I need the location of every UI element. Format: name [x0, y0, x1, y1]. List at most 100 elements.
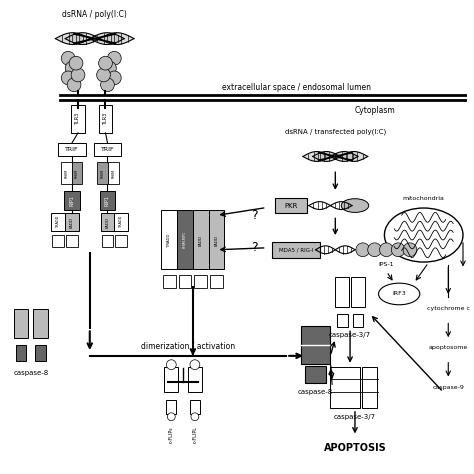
Circle shape	[403, 243, 417, 256]
Bar	[209, 210, 224, 269]
Bar	[351, 277, 365, 307]
Bar	[16, 345, 27, 361]
Bar	[362, 367, 377, 408]
Text: RHIM-RIP1: RHIM-RIP1	[183, 231, 187, 248]
Bar	[14, 309, 28, 338]
Bar	[100, 213, 114, 231]
Circle shape	[108, 51, 121, 65]
Bar	[177, 210, 193, 269]
Text: Cytoplasm: Cytoplasm	[354, 106, 395, 115]
Bar	[164, 367, 178, 392]
Bar	[65, 213, 79, 231]
Bar	[97, 163, 108, 184]
Text: TLR3: TLR3	[103, 113, 108, 125]
Bar	[58, 143, 86, 156]
Text: RHIM: RHIM	[64, 169, 68, 178]
Text: caspase-9: caspase-9	[432, 385, 464, 390]
Text: IPS-1: IPS-1	[379, 262, 394, 267]
Circle shape	[69, 56, 83, 70]
Text: RHIM: RHIM	[111, 169, 115, 178]
Bar	[305, 365, 327, 383]
Text: RHIM: RHIM	[75, 169, 79, 178]
Bar	[53, 235, 64, 247]
Bar	[194, 275, 207, 288]
Text: ?: ?	[252, 241, 258, 255]
Bar	[35, 345, 46, 361]
Text: cytochrome c: cytochrome c	[427, 306, 470, 311]
Text: TRIF: TRIF	[100, 147, 114, 152]
Text: dimerization / activation: dimerization / activation	[141, 342, 235, 350]
Text: extracellular space / endosomal lumen: extracellular space / endosomal lumen	[221, 83, 371, 92]
Text: caspase-3/7: caspase-3/7	[334, 414, 376, 420]
Text: dsRNA / poly(I:C): dsRNA / poly(I:C)	[62, 9, 127, 18]
Circle shape	[191, 413, 199, 420]
Text: caspase-8: caspase-8	[13, 370, 48, 375]
Text: RIP1: RIP1	[105, 195, 110, 206]
Circle shape	[380, 243, 393, 256]
Circle shape	[167, 413, 175, 420]
Bar	[163, 275, 176, 288]
Text: TRIF: TRIF	[65, 147, 79, 152]
Text: TRADD: TRADD	[56, 216, 60, 228]
Circle shape	[67, 78, 81, 91]
Bar	[190, 400, 200, 414]
Bar	[273, 242, 319, 258]
Circle shape	[392, 243, 405, 256]
Bar	[337, 314, 347, 328]
Bar	[33, 309, 48, 338]
Text: APOPTOSIS: APOPTOSIS	[324, 443, 386, 453]
Bar	[61, 163, 72, 184]
Text: TLR3: TLR3	[75, 113, 81, 125]
Bar	[108, 163, 119, 184]
Bar	[179, 275, 191, 288]
Bar	[330, 367, 360, 408]
Text: mitochondria: mitochondria	[403, 196, 445, 201]
Ellipse shape	[379, 283, 420, 305]
Bar	[101, 235, 113, 247]
Circle shape	[102, 61, 116, 75]
Bar	[115, 235, 127, 247]
Text: caspase-8: caspase-8	[298, 389, 333, 395]
Bar	[210, 275, 223, 288]
Bar	[64, 191, 80, 210]
Text: c-FLIPs: c-FLIPs	[169, 426, 174, 443]
Bar	[114, 213, 128, 231]
Text: FADD: FADD	[214, 234, 219, 246]
Text: MDA5 / RIG-I: MDA5 / RIG-I	[279, 247, 313, 252]
Text: TRADD: TRADD	[167, 233, 171, 246]
Bar	[100, 191, 115, 210]
Bar	[301, 327, 330, 364]
Circle shape	[100, 78, 114, 91]
Bar	[353, 314, 363, 328]
Circle shape	[65, 61, 79, 75]
Bar	[193, 210, 209, 269]
Circle shape	[71, 68, 85, 82]
Text: apoptosome: apoptosome	[428, 346, 468, 350]
Text: dsRNA / transfected poly(I:C): dsRNA / transfected poly(I:C)	[285, 128, 386, 135]
Text: RHIM: RHIM	[100, 169, 105, 178]
Circle shape	[166, 360, 176, 370]
Text: IRF3: IRF3	[392, 292, 406, 296]
Text: PKR: PKR	[284, 202, 298, 209]
Ellipse shape	[384, 208, 463, 262]
Circle shape	[97, 68, 110, 82]
Text: caspase-3/7: caspase-3/7	[329, 332, 371, 338]
Circle shape	[99, 56, 112, 70]
Bar	[71, 105, 85, 133]
Bar	[188, 367, 202, 392]
Bar	[162, 210, 177, 269]
Bar	[275, 198, 307, 213]
Circle shape	[61, 51, 75, 65]
Circle shape	[356, 243, 370, 256]
Text: TRADD: TRADD	[119, 216, 123, 228]
Bar	[66, 235, 78, 247]
Circle shape	[61, 71, 75, 85]
Bar	[335, 277, 349, 307]
Circle shape	[190, 360, 200, 370]
Text: FADD: FADD	[70, 217, 74, 228]
Bar	[166, 400, 176, 414]
Text: RIP1: RIP1	[70, 195, 74, 206]
Ellipse shape	[341, 199, 369, 212]
Text: FADD: FADD	[105, 217, 109, 228]
Circle shape	[368, 243, 382, 256]
